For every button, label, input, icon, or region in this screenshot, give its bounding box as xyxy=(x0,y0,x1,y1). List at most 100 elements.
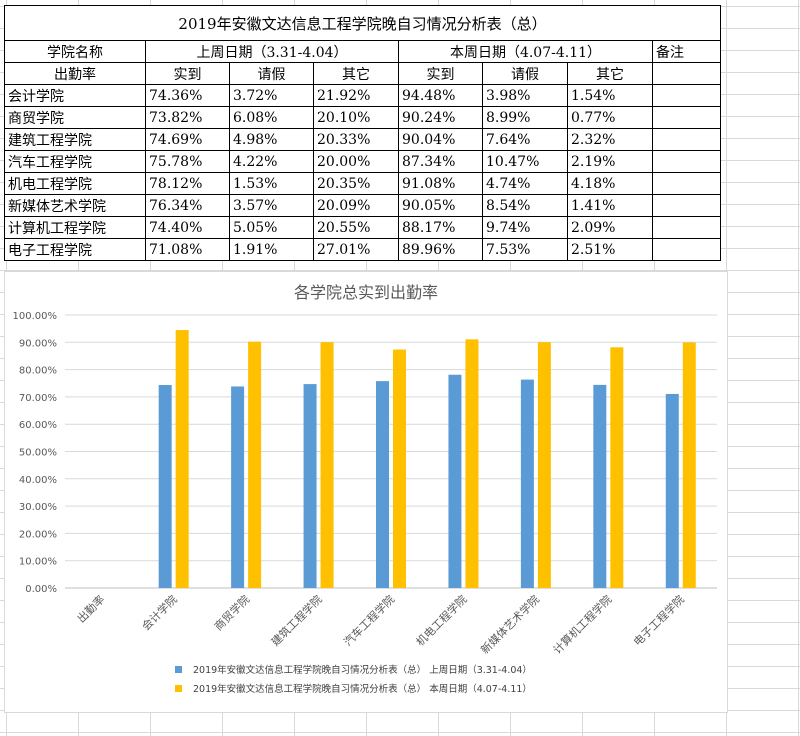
rate-cell[interactable]: 20.35% xyxy=(313,172,399,195)
bar-last-week[interactable] xyxy=(158,384,172,588)
remarks-cell[interactable] xyxy=(652,238,721,261)
rate-cell[interactable]: 1.41% xyxy=(567,194,653,217)
rate-cell[interactable]: 74.40% xyxy=(145,216,230,239)
header-college-name[interactable]: 学院名称 xyxy=(4,40,146,63)
rate-cell[interactable]: 90.24% xyxy=(398,106,483,129)
remarks-cell[interactable] xyxy=(652,194,721,217)
rate-cell[interactable]: 4.74% xyxy=(482,172,568,195)
rate-cell[interactable]: 21.92% xyxy=(313,84,399,107)
rate-cell[interactable]: 1.54% xyxy=(567,84,653,107)
bar-this-week[interactable] xyxy=(248,341,262,588)
rate-cell[interactable]: 6.08% xyxy=(229,106,314,129)
rate-cell[interactable]: 20.55% xyxy=(313,216,399,239)
rate-cell[interactable]: 74.36% xyxy=(145,84,230,107)
rate-cell[interactable]: 4.22% xyxy=(229,150,314,173)
bar-this-week[interactable] xyxy=(537,342,551,588)
rate-cell[interactable]: 73.82% xyxy=(145,106,230,129)
bar-last-week[interactable] xyxy=(303,384,317,588)
rate-cell[interactable]: 27.01% xyxy=(313,238,399,261)
chart-area[interactable]: 各学院总实到出勤率 0.00% 10.00% 20.00% 30.00% 40.00% 5… xyxy=(4,271,728,713)
y-tick-label: 30.00% xyxy=(19,502,57,513)
header-cell[interactable]: 实到 xyxy=(145,62,230,85)
bar-last-week[interactable] xyxy=(231,386,245,588)
header-remarks[interactable]: 备注 xyxy=(652,40,721,63)
college-name-cell[interactable]: 商贸学院 xyxy=(4,106,146,129)
rate-cell[interactable]: 20.10% xyxy=(313,106,399,129)
table-row: 机电工程学院 78.12% 1.53% 20.35% 91.08% 4.74% 4.18% xyxy=(4,172,721,195)
legend-entry[interactable]: 2019年安徽文达信息工程学院晚自习情况分析表（总） 上周日期（3.31-4.0… xyxy=(193,664,532,676)
college-name-cell[interactable]: 新媒体艺术学院 xyxy=(4,194,146,217)
rate-cell[interactable]: 88.17% xyxy=(398,216,483,239)
bar-last-week[interactable] xyxy=(448,374,462,588)
rate-cell[interactable]: 2.32% xyxy=(567,128,653,151)
bar-this-week[interactable] xyxy=(465,339,479,588)
rate-cell[interactable]: 3.98% xyxy=(482,84,568,107)
rate-cell[interactable]: 20.09% xyxy=(313,194,399,217)
rate-cell[interactable]: 76.34% xyxy=(145,194,230,217)
rate-cell[interactable]: 8.99% xyxy=(482,106,568,129)
bar-this-week[interactable] xyxy=(610,347,624,588)
bar-this-week[interactable] xyxy=(682,342,696,588)
rate-cell[interactable]: 20.33% xyxy=(313,128,399,151)
rate-cell[interactable]: 89.96% xyxy=(398,238,483,261)
y-tick-label: 10.00% xyxy=(19,557,57,568)
header-this-week[interactable]: 本周日期（4.07-4.11） xyxy=(398,40,653,63)
rate-cell[interactable]: 2.19% xyxy=(567,150,653,173)
rate-cell[interactable]: 2.51% xyxy=(567,238,653,261)
college-name-cell[interactable]: 汽车工程学院 xyxy=(4,150,146,173)
rate-cell[interactable]: 2.09% xyxy=(567,216,653,239)
rate-cell[interactable]: 71.08% xyxy=(145,238,230,261)
legend-entry[interactable]: 2019年安徽文达信息工程学院晚自习情况分析表（总） 本周日期（4.07-4.1… xyxy=(193,683,532,695)
rate-cell[interactable]: 9.74% xyxy=(482,216,568,239)
rate-cell[interactable]: 3.72% xyxy=(229,84,314,107)
college-name-cell[interactable]: 机电工程学院 xyxy=(4,172,146,195)
rate-cell[interactable]: 94.48% xyxy=(398,84,483,107)
rate-cell[interactable]: 5.05% xyxy=(229,216,314,239)
table-row: 建筑工程学院 74.69% 4.98% 20.33% 90.04% 7.64% 2.32% xyxy=(4,128,721,151)
bar-this-week[interactable] xyxy=(320,342,334,588)
rate-cell[interactable]: 0.77% xyxy=(567,106,653,129)
rate-cell[interactable]: 1.53% xyxy=(229,172,314,195)
header-cell[interactable] xyxy=(652,62,721,85)
rate-cell[interactable]: 78.12% xyxy=(145,172,230,195)
college-name-cell[interactable]: 会计学院 xyxy=(4,84,146,107)
rate-cell[interactable]: 3.57% xyxy=(229,194,314,217)
bar-last-week[interactable] xyxy=(376,381,389,588)
rate-cell[interactable]: 90.05% xyxy=(398,194,483,217)
header-cell[interactable]: 出勤率 xyxy=(4,62,146,85)
remarks-cell[interactable] xyxy=(652,106,721,129)
rate-cell[interactable]: 8.54% xyxy=(482,194,568,217)
remarks-cell[interactable] xyxy=(652,150,721,173)
header-cell[interactable]: 其它 xyxy=(567,62,653,85)
header-cell[interactable]: 请假 xyxy=(482,62,568,85)
table-row: 会计学院 74.36% 3.72% 21.92% 94.48% 3.98% 1.54% xyxy=(4,84,721,107)
remarks-cell[interactable] xyxy=(652,216,721,239)
rate-cell[interactable]: 7.64% xyxy=(482,128,568,151)
rate-cell[interactable]: 87.34% xyxy=(398,150,483,173)
rate-cell[interactable]: 91.08% xyxy=(398,172,483,195)
rate-cell[interactable]: 74.69% xyxy=(145,128,230,151)
header-cell[interactable]: 请假 xyxy=(229,62,314,85)
college-name-cell[interactable]: 计算机工程学院 xyxy=(4,216,146,239)
remarks-cell[interactable] xyxy=(652,128,721,151)
rate-cell[interactable]: 20.00% xyxy=(313,150,399,173)
header-last-week[interactable]: 上周日期（3.31-4.04） xyxy=(145,40,399,63)
remarks-cell[interactable] xyxy=(652,172,721,195)
rate-cell[interactable]: 90.04% xyxy=(398,128,483,151)
header-cell[interactable]: 实到 xyxy=(398,62,483,85)
header-cell[interactable]: 其它 xyxy=(313,62,399,85)
bar-this-week[interactable] xyxy=(175,330,189,588)
rate-cell[interactable]: 10.47% xyxy=(482,150,568,173)
college-name-cell[interactable]: 电子工程学院 xyxy=(4,238,146,261)
bar-last-week[interactable] xyxy=(593,384,607,588)
remarks-cell[interactable] xyxy=(652,84,721,107)
college-name-cell[interactable]: 建筑工程学院 xyxy=(4,128,146,151)
rate-cell[interactable]: 75.78% xyxy=(145,150,230,173)
bar-last-week[interactable] xyxy=(520,379,534,588)
bar-this-week[interactable] xyxy=(393,349,406,588)
bar-last-week[interactable] xyxy=(665,393,679,588)
rate-cell[interactable]: 7.53% xyxy=(482,238,568,261)
rate-cell[interactable]: 1.91% xyxy=(229,238,314,261)
rate-cell[interactable]: 4.98% xyxy=(229,128,314,151)
rate-cell[interactable]: 4.18% xyxy=(567,172,653,195)
